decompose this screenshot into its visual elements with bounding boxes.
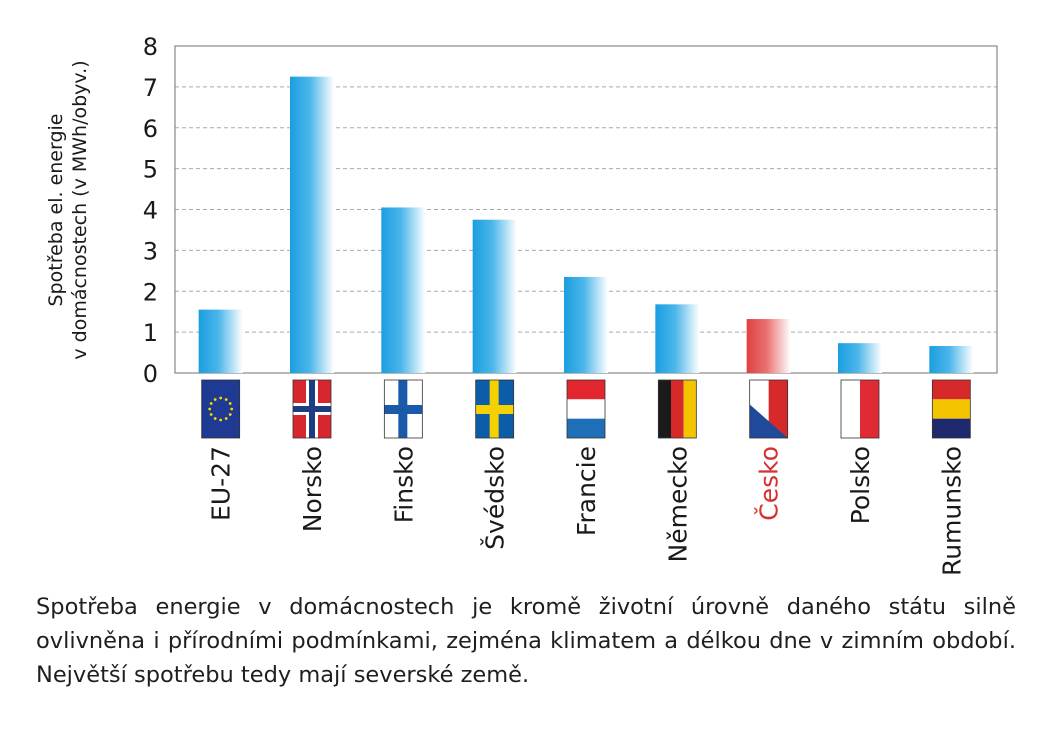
bar-švédsko	[472, 219, 517, 373]
y-tick-label: 2	[143, 278, 158, 306]
y-axis-ticks: 0 1 2 3 4 5 6 7 8	[143, 33, 158, 388]
y-tick-label: 6	[143, 115, 158, 143]
x-tick-label: Francie	[572, 446, 601, 536]
caption-text: Spotřeba energie v domácnostech je kromě…	[36, 594, 1016, 688]
france-flag-icon	[566, 379, 606, 439]
y-tick-label: 8	[143, 33, 158, 61]
x-tick-label: Německo	[663, 446, 692, 562]
x-tick-label: EU-27	[207, 446, 236, 521]
poland-flag-icon	[840, 379, 880, 439]
y-tick-label: 1	[143, 319, 158, 347]
y-tick-label: 3	[143, 237, 158, 265]
eu-flag-icon	[201, 379, 241, 439]
bar-chart: 0 1 2 3 4 5 6 7 8 EU-27 Norsko Finsko Švédsko Franci…	[45, 33, 998, 576]
x-tick-label: Česko	[754, 446, 784, 521]
norway-flag-icon	[292, 379, 332, 439]
bar-německo	[655, 304, 700, 373]
x-tick-label: Norsko	[298, 446, 327, 532]
flags	[201, 379, 971, 439]
czech-flag-icon	[749, 379, 789, 439]
bars	[198, 76, 974, 373]
x-tick-label: Polsko	[846, 446, 875, 524]
bar-francie	[564, 276, 608, 373]
y-tick-label: 5	[143, 156, 158, 184]
y-axis-label-line2: v domácnostech (v MWh/obyv.)	[69, 60, 91, 359]
bar-rumunsko	[929, 346, 974, 373]
germany-flag-icon	[657, 379, 697, 439]
y-tick-label: 7	[143, 74, 158, 102]
x-tick-label: Rumunsko	[937, 446, 966, 576]
x-axis-labels: EU-27 Norsko Finsko Švédsko Francie Německo Če…	[207, 446, 967, 576]
bar-polsko	[838, 343, 882, 373]
y-tick-label: 0	[143, 360, 158, 388]
y-axis-label-line1: Spotřeba el. energie	[45, 114, 67, 307]
romania-flag-icon	[931, 379, 971, 439]
x-tick-label: Finsko	[389, 446, 418, 523]
bar-finsko	[381, 207, 426, 373]
x-tick-label: Švédsko	[480, 446, 510, 550]
bar-eu-27	[198, 309, 243, 373]
finland-flag-icon	[383, 379, 423, 439]
sweden-flag-icon	[475, 379, 515, 439]
y-tick-label: 4	[143, 197, 158, 225]
bar-česko	[746, 319, 791, 373]
bar-norsko	[290, 76, 334, 373]
